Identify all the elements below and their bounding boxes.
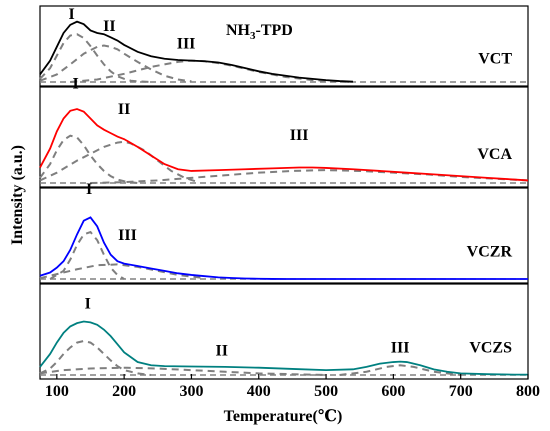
- peak-label-iii: III: [290, 127, 309, 144]
- panel-frame: [39, 5, 529, 87]
- component-peak-i: [39, 33, 152, 83]
- peak-label-iii: III: [118, 227, 137, 244]
- x-tick-label: 600: [381, 383, 405, 400]
- tpd-curve-vczr: [39, 216, 528, 280]
- chart-title: NH3-TPD: [226, 22, 293, 42]
- tpd-curve-vczs: [39, 320, 528, 376]
- peak-label-ii: II: [118, 101, 130, 118]
- panel-frame: [39, 187, 529, 284]
- peak-label-i: I: [73, 75, 79, 92]
- panel-frame: [39, 86, 529, 188]
- component-peak-iii: [339, 364, 461, 376]
- peak-label-i: I: [69, 6, 75, 23]
- x-tick-label: 300: [179, 383, 203, 400]
- component-peak-ii: [39, 44, 192, 83]
- x-tick-label: 400: [247, 383, 271, 400]
- sample-label: VCZS: [469, 339, 512, 356]
- component-peak-i: [39, 339, 152, 376]
- tpd-curve-vca: [39, 108, 529, 182]
- component-peak-i: [49, 230, 125, 280]
- x-tick-label: 200: [112, 383, 136, 400]
- component-peak-ii: [39, 140, 199, 184]
- peak-label-i: I: [86, 181, 92, 198]
- x-axis-label-text: Temperature: [224, 408, 313, 425]
- tpd-curve-vct: [39, 20, 354, 83]
- peak-label-i: I: [85, 296, 91, 313]
- panel-frame: [39, 283, 529, 380]
- peak-label-iii: III: [177, 36, 196, 53]
- component-peak-i: [39, 134, 138, 184]
- x-tick-label: 500: [314, 383, 338, 400]
- sample-label: VCT: [478, 51, 512, 68]
- sample-label: VCZR: [467, 243, 513, 260]
- peak-label-iii: III: [391, 339, 410, 356]
- peak-label-ii: II: [216, 343, 228, 360]
- x-axis: 100 200 300 400 500 600 700 800: [45, 374, 540, 400]
- panel-vczs: III III VCZS: [39, 283, 529, 380]
- x-axis-label-unit: (℃): [313, 408, 343, 425]
- x-tick-label: 700: [449, 383, 473, 400]
- x-tick-label: 100: [45, 383, 69, 400]
- sample-label: VCA: [477, 146, 512, 163]
- component-peak-iii: [39, 263, 206, 280]
- y-axis-label: Intensity (a.u.): [9, 145, 26, 245]
- peak-label-ii: II: [103, 18, 115, 35]
- x-axis-label: Temperature(℃): [224, 408, 343, 425]
- x-tick-label: 800: [516, 383, 540, 400]
- component-peak-ii: [39, 366, 327, 376]
